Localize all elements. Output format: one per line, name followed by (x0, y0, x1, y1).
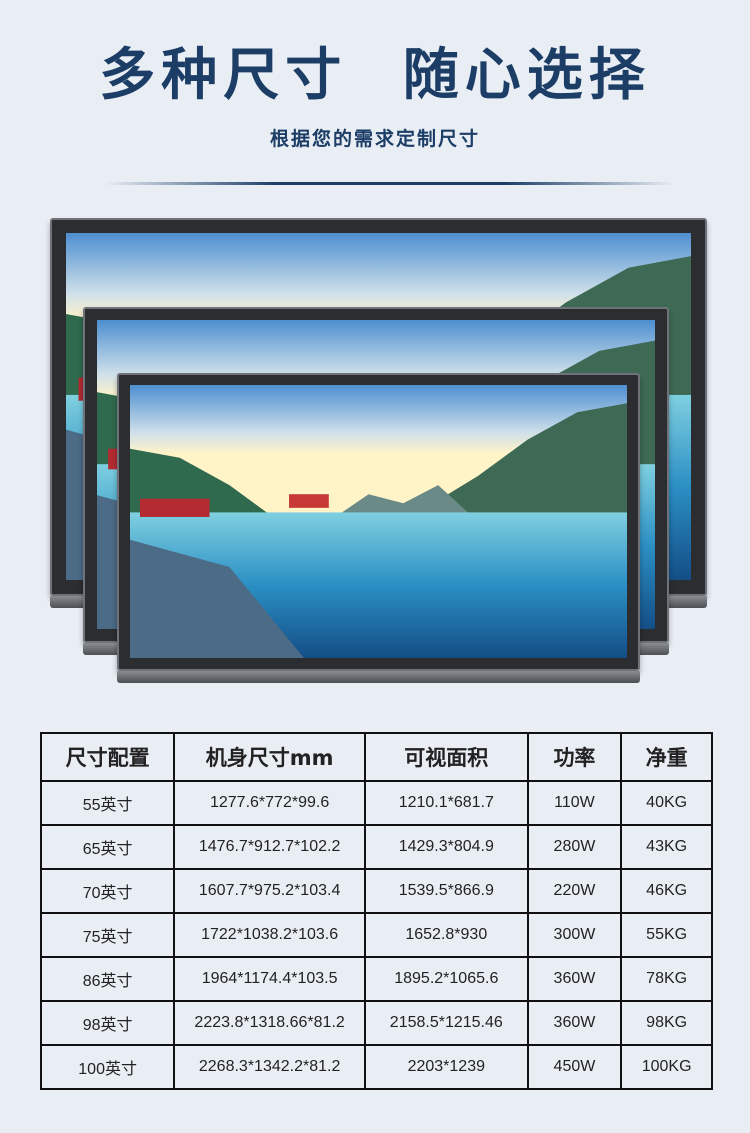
monitor-small (117, 373, 640, 683)
table-row: 55英寸 1277.6*772*99.6 1210.1*681.7 110W 40KG (39, 780, 713, 826)
landscape-image (130, 385, 627, 658)
table-cell: 1722*1038.2*103.6 (173, 912, 366, 958)
monitor-screen (130, 385, 627, 658)
table-cell: 55英寸 (39, 780, 176, 826)
table-cell: 2223.8*1318.66*81.2 (173, 1000, 366, 1046)
table-cell: 2268.3*1342.2*81.2 (173, 1044, 366, 1090)
table-row: 65英寸 1476.7*912.7*102.2 1429.3*804.9 280W 43… (39, 824, 713, 870)
spec-table: 尺寸配置 机身尺寸mm 可视面积 功率 净重 55英寸 1277.6*772*99… (39, 732, 713, 1090)
table-row: 75英寸 1722*1038.2*103.6 1652.8*930 300W 55KG (39, 912, 713, 958)
table-cell: 98英寸 (39, 1000, 176, 1046)
divider (105, 182, 675, 185)
table-cell: 360W (526, 1000, 623, 1046)
column-header: 功率 (526, 732, 623, 782)
table-cell: 70英寸 (39, 868, 176, 914)
table-cell: 1429.3*804.9 (363, 824, 529, 870)
table-cell: 2203*1239 (363, 1044, 529, 1090)
column-header: 机身尺寸mm (173, 732, 366, 782)
table-cell: 55KG (620, 912, 713, 958)
table-cell: 43KG (620, 824, 713, 870)
table-cell: 1607.7*975.2*103.4 (173, 868, 366, 914)
table-cell: 46KG (620, 868, 713, 914)
table-cell: 1652.8*930 (363, 912, 529, 958)
table-cell: 65英寸 (39, 824, 176, 870)
table-cell: 1964*1174.4*103.5 (173, 956, 366, 1002)
column-header: 可视面积 (363, 732, 529, 782)
table-cell: 360W (526, 956, 623, 1002)
page-subtitle: 根据您的需求定制尺寸 (269, 128, 480, 150)
table-row: 100英寸 2268.3*1342.2*81.2 2203*1239 450W 100K… (39, 1044, 713, 1090)
table-cell: 2158.5*1215.46 (363, 1000, 529, 1046)
table-row: 86英寸 1964*1174.4*103.5 1895.2*1065.6 360W 78… (39, 956, 713, 1002)
table-cell: 1277.6*772*99.6 (173, 780, 366, 826)
table-cell: 100KG (620, 1044, 713, 1090)
table-cell: 450W (526, 1044, 623, 1090)
table-cell: 75英寸 (39, 912, 176, 958)
page-title: 多种尺寸 随心选择 (99, 43, 651, 108)
table-cell: 78KG (620, 956, 713, 1002)
table-cell: 1895.2*1065.6 (363, 956, 529, 1002)
table-cell: 100英寸 (39, 1044, 176, 1090)
table-cell: 1476.7*912.7*102.2 (173, 824, 366, 870)
column-header: 尺寸配置 (39, 732, 176, 782)
table-cell: 280W (526, 824, 623, 870)
table-cell: 1539.5*866.9 (363, 868, 529, 914)
table-row: 70英寸 1607.7*975.2*103.4 1539.5*866.9 220W 46… (39, 868, 713, 914)
column-header: 净重 (620, 732, 713, 782)
table-cell: 220W (526, 868, 623, 914)
table-cell: 1210.1*681.7 (363, 780, 529, 826)
table-cell: 98KG (620, 1000, 713, 1046)
table-cell: 86英寸 (39, 956, 176, 1002)
table-header-row: 尺寸配置 机身尺寸mm 可视面积 功率 净重 (39, 732, 713, 782)
table-cell: 40KG (620, 780, 713, 826)
table-cell: 110W (526, 780, 623, 826)
table-row: 98英寸 2223.8*1318.66*81.2 2158.5*1215.46 360… (39, 1000, 713, 1046)
table-cell: 300W (526, 912, 623, 958)
